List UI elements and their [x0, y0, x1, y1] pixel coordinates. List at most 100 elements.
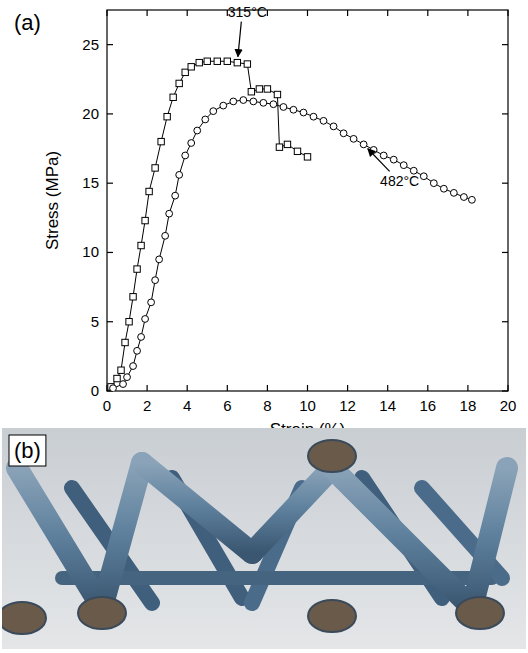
- lattice-rod: [102, 463, 142, 608]
- x-tick-top: [347, 10, 348, 16]
- x-tick-label: 14: [379, 397, 396, 414]
- circle-marker: [182, 152, 189, 159]
- circle-marker: [152, 277, 159, 284]
- x-tick-label: 6: [223, 397, 231, 414]
- series-annotation: 482°C: [380, 173, 419, 189]
- circle-marker: [148, 299, 155, 306]
- x-tick-label: 2: [143, 397, 151, 414]
- square-marker: [176, 80, 182, 86]
- square-marker: [152, 165, 158, 171]
- series-line: [113, 100, 472, 388]
- x-tick: [147, 385, 148, 391]
- square-marker: [138, 242, 144, 248]
- x-tick-label: 16: [419, 397, 436, 414]
- x-tick: [347, 385, 348, 391]
- circle-marker: [162, 232, 169, 239]
- circle-marker: [310, 113, 317, 120]
- x-tick: [307, 385, 308, 391]
- circle-marker: [240, 97, 247, 104]
- square-marker: [170, 94, 176, 100]
- circle-marker: [250, 98, 257, 105]
- circle-marker: [380, 152, 387, 159]
- circle-marker: [134, 347, 141, 354]
- x-tick-label: 8: [263, 397, 271, 414]
- x-tick-top: [427, 10, 428, 16]
- x-tick: [267, 385, 268, 391]
- circle-marker: [130, 363, 137, 370]
- y-tick-right: [502, 390, 508, 391]
- lattice-rod: [332, 468, 472, 608]
- x-tick-label: 4: [183, 397, 191, 414]
- square-marker: [294, 148, 300, 154]
- square-marker: [182, 69, 188, 75]
- x-tick-label: 0: [103, 397, 111, 414]
- circle-marker: [320, 117, 327, 124]
- series-group: [108, 58, 476, 391]
- circle-marker: [138, 334, 145, 341]
- square-marker: [142, 217, 148, 223]
- square-marker: [264, 86, 270, 92]
- lattice-rod: [12, 439, 517, 465]
- lattice-rod: [17, 468, 102, 608]
- square-marker: [164, 113, 170, 119]
- x-tick: [187, 385, 188, 391]
- circle-marker: [330, 123, 337, 130]
- y-tick: [107, 321, 113, 322]
- y-tick: [107, 113, 113, 114]
- square-marker: [196, 59, 202, 65]
- square-marker: [126, 319, 132, 325]
- circle-marker: [440, 185, 447, 192]
- y-tick: [107, 183, 113, 184]
- x-tick-top: [467, 10, 468, 16]
- square-marker: [114, 375, 120, 381]
- x-tick: [507, 385, 508, 391]
- y-tick-right: [502, 183, 508, 184]
- x-tick: [467, 385, 468, 391]
- x-tick-label: 12: [339, 397, 356, 414]
- circle-marker: [156, 256, 163, 263]
- square-marker: [248, 89, 254, 95]
- circle-marker: [194, 127, 201, 134]
- square-marker: [304, 154, 310, 160]
- square-marker: [234, 59, 240, 65]
- circle-marker: [172, 192, 179, 199]
- square-marker: [118, 367, 124, 373]
- series-line: [111, 61, 307, 387]
- square-marker: [224, 58, 230, 64]
- y-tick-label: 15: [82, 174, 99, 191]
- square-marker: [256, 86, 262, 92]
- x-tick-label: 20: [500, 397, 517, 414]
- lattice-rod: [252, 468, 332, 553]
- circle-marker: [340, 130, 347, 137]
- annotation-arrow: [368, 149, 390, 172]
- circle-marker: [420, 173, 427, 180]
- y-tick-label: 20: [82, 105, 99, 122]
- circle-marker: [270, 101, 277, 108]
- circle-marker: [220, 102, 227, 109]
- lattice-node: [308, 440, 356, 472]
- square-marker: [276, 144, 282, 150]
- lattice-node: [456, 597, 504, 629]
- photo-background: [2, 428, 526, 649]
- circle-marker: [120, 381, 127, 388]
- x-tick-label: 18: [460, 397, 477, 414]
- circle-marker: [400, 162, 407, 169]
- figure: 024681012141618200510152025Strain (%)Str…: [0, 0, 528, 653]
- x-tick-top: [507, 10, 508, 16]
- y-tick-label: 25: [82, 36, 99, 53]
- panel-label: (b): [14, 438, 41, 463]
- y-tick-label: 10: [82, 243, 99, 260]
- x-tick-top: [187, 10, 188, 16]
- y-tick-right: [502, 44, 508, 45]
- square-marker: [244, 61, 250, 67]
- square-marker: [284, 141, 290, 147]
- circle-marker: [210, 108, 217, 115]
- circle-marker: [450, 189, 457, 196]
- panel-label-box: [9, 435, 46, 466]
- x-tick-top: [267, 10, 268, 16]
- circle-marker: [390, 156, 397, 163]
- square-marker: [204, 58, 210, 64]
- square-marker: [134, 266, 140, 272]
- circle-marker: [360, 141, 367, 148]
- annotation-arrow: [238, 22, 241, 57]
